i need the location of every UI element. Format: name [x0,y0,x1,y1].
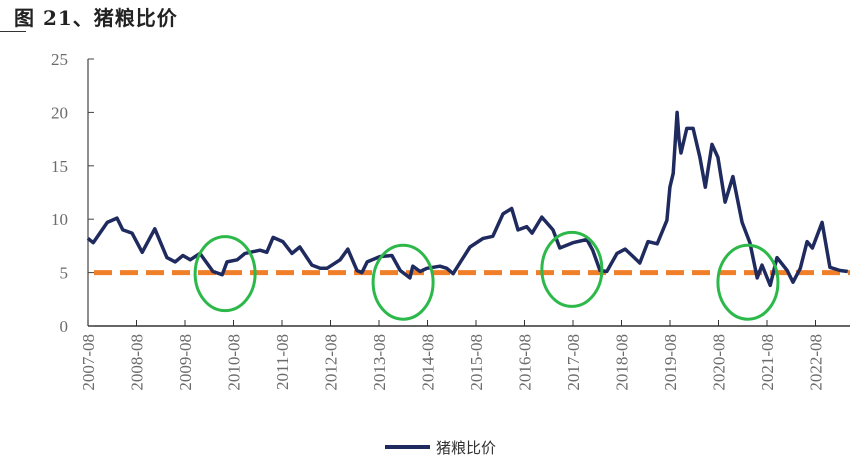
annotation-circle [716,243,780,321]
annotation-circle [193,235,257,313]
series-line-pig-grain-ratio [86,110,849,288]
annotation-circle [540,230,604,308]
y-tick-label: 15 [51,157,68,176]
x-tick-label: 2007-08 [79,334,98,391]
x-tick-label: 2012-08 [322,334,341,391]
y-tick-label: 0 [60,317,69,336]
x-tick-label: 2013-08 [370,334,389,391]
x-tick-label: 2014-08 [419,334,438,391]
x-tick-label: 2008-08 [128,334,147,391]
title-underline [0,31,26,32]
x-tick-label: 2016-08 [516,334,535,391]
y-tick-label: 5 [60,264,69,283]
y-tick-label: 10 [51,210,68,229]
x-tick-label: 2015-08 [467,334,486,391]
annotation-circle [371,243,435,321]
x-tick-label: 2018-08 [613,334,632,391]
x-tick-label: 2019-08 [661,334,680,391]
x-tick-label: 2011-08 [273,334,292,390]
x-tick-label: 2022-08 [807,334,826,391]
x-tick-label: 2010-08 [225,334,244,391]
x-tick-label: 2021-08 [758,334,777,391]
x-tick-label: 2020-08 [710,334,729,391]
x-tick-label: 2017-08 [564,334,583,391]
y-tick-label: 25 [51,50,68,69]
y-tick-label: 20 [51,103,68,122]
x-tick-label: 2009-08 [176,334,195,391]
legend-label: 猪粮比价 [436,439,496,457]
chart-title: 图 21、猪粮比价 [14,6,178,30]
